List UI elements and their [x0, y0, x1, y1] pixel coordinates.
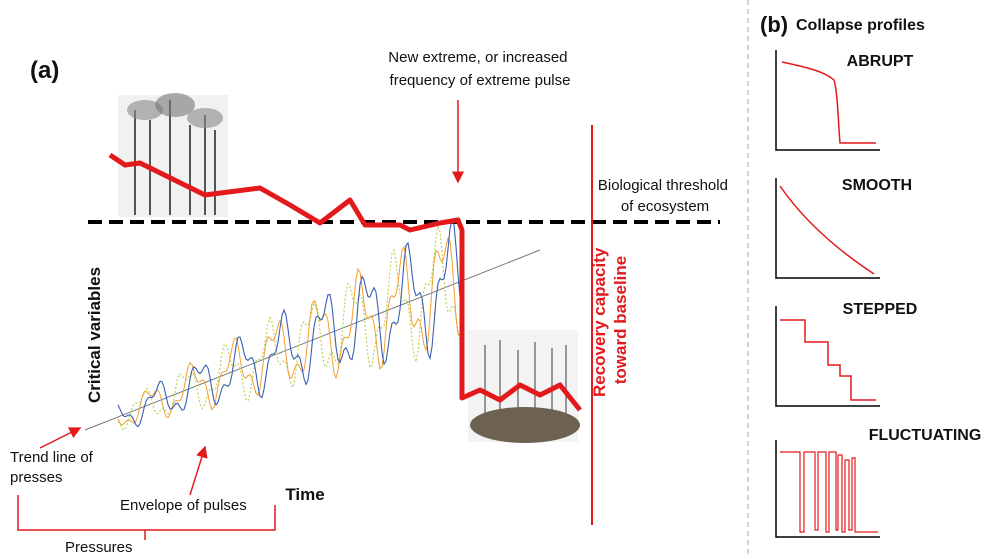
extreme-note: New extreme, or increased frequency of e… — [388, 49, 571, 89]
pressures-note: Pressures — [65, 539, 133, 556]
pulses — [117, 218, 461, 431]
stepped-profile: STEPPED — [775, 301, 918, 407]
line: New extreme, or increased — [388, 49, 567, 66]
abrupt-profile: ABRUPT — [775, 50, 914, 151]
x-axis-label: Time — [285, 485, 324, 504]
line: Biological threshold — [598, 177, 728, 194]
trend-note: Trend line of presses — [10, 449, 97, 486]
profile-label: FLUCTUATING — [869, 427, 981, 444]
pressures-bracket — [17, 495, 276, 540]
profile-label: ABRUPT — [847, 53, 914, 70]
envelope-note: Envelope of pulses — [120, 497, 247, 514]
line: frequency of extreme pulse — [390, 72, 571, 89]
line: Trend line of — [10, 449, 94, 466]
arrow — [189, 445, 208, 496]
arrow — [39, 427, 82, 449]
threshold-note: Biological threshold of ecosystem — [598, 177, 732, 215]
pulse-line — [117, 224, 461, 431]
profile-label: SMOOTH — [842, 177, 912, 194]
panel-label: (a) — [30, 57, 59, 84]
line: Recovery capacity — [590, 247, 609, 397]
fluctuating-profile: FLUCTUATING — [775, 427, 981, 538]
line: of ecosystem — [621, 198, 709, 215]
smooth-profile: SMOOTH — [775, 177, 912, 279]
ecosystem-state — [108, 152, 582, 412]
line: presses — [10, 469, 63, 486]
panel-title: Collapse profiles — [796, 17, 925, 34]
panel-label: (b) — [760, 12, 788, 37]
recovery-note: Recovery capacity toward baseline — [590, 243, 630, 397]
pulse-line — [117, 236, 461, 426]
profile-label: STEPPED — [843, 301, 918, 318]
pulse-line — [117, 218, 461, 428]
y-axis-label: Critical variables — [85, 267, 104, 403]
line: toward baseline — [611, 256, 630, 384]
